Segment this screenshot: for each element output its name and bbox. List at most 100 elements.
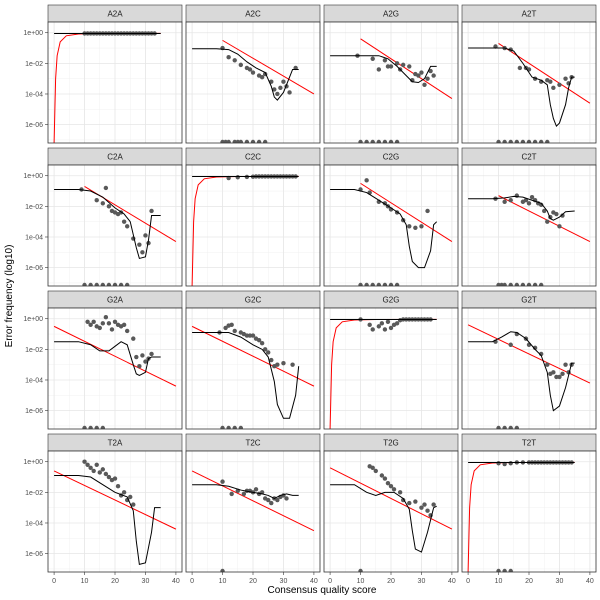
- observed-point: [241, 491, 247, 497]
- observed-point: [502, 199, 507, 204]
- observed-point: [425, 508, 430, 513]
- zero-count-point: [508, 282, 513, 286]
- zero-count-point: [220, 568, 225, 572]
- observed-point: [143, 359, 148, 364]
- expected-error-line: [360, 182, 453, 243]
- observed-point: [112, 476, 118, 481]
- observed-point: [134, 354, 139, 360]
- panel-data: [467, 460, 575, 572]
- expected-error-line: [222, 39, 315, 95]
- observed-point: [149, 351, 154, 357]
- facet-c2c: C2C: [185, 147, 321, 287]
- zero-count-point: [250, 139, 256, 143]
- observed-point: [275, 362, 280, 367]
- zero-count-point: [262, 139, 268, 143]
- observed-point: [232, 58, 237, 63]
- observed-point: [91, 319, 96, 324]
- expected-error-line: [329, 467, 453, 530]
- x-tick-label: 0: [466, 578, 470, 585]
- zero-count-point: [256, 139, 262, 143]
- zero-count-point: [82, 282, 87, 286]
- x-tick-label: 10: [357, 578, 365, 585]
- observed-point: [554, 211, 559, 217]
- observed-point: [413, 499, 418, 504]
- observed-point: [560, 371, 565, 377]
- observed-point: [269, 500, 274, 506]
- observed-point: [247, 333, 253, 338]
- observed-point: [281, 79, 286, 84]
- observed-point: [370, 465, 375, 471]
- observed-point: [382, 58, 388, 63]
- observed-point: [121, 490, 127, 495]
- observed-point: [542, 208, 547, 214]
- facet-strip-label: G2T: [521, 296, 537, 305]
- observed-point: [385, 319, 391, 324]
- zero-count-point: [376, 139, 382, 143]
- zero-count-point: [382, 282, 388, 286]
- panel-data: [53, 459, 177, 565]
- panel-data: [191, 174, 299, 286]
- observed-point: [278, 85, 283, 91]
- zero-count-point: [502, 139, 507, 143]
- panel-grid: [186, 451, 320, 572]
- panel-data: [468, 43, 591, 143]
- observed-point: [88, 322, 93, 328]
- x-tick-label: 20: [525, 578, 533, 585]
- observed-point: [94, 198, 99, 203]
- observed-point: [85, 319, 90, 324]
- zero-count-point: [508, 139, 513, 143]
- panel-border: [185, 307, 321, 430]
- zero-count-point: [238, 139, 244, 143]
- expected-error-line: [191, 325, 315, 387]
- observed-point: [419, 224, 424, 229]
- observed-point: [508, 461, 513, 466]
- zero-count-point: [364, 139, 369, 143]
- facet-c2a: C2A 1e+00 1e-02 1e-04 1e-06: [23, 147, 183, 287]
- fitted-error-line: [192, 332, 300, 419]
- x-tick-label: 40: [172, 578, 180, 585]
- observed-point: [220, 479, 225, 484]
- observed-point: [262, 347, 268, 352]
- zero-count-point: [508, 568, 513, 572]
- zero-count-point: [82, 425, 87, 429]
- observed-point: [523, 198, 529, 203]
- zero-count-point: [370, 282, 375, 286]
- observed-point: [272, 87, 277, 92]
- panel-grid: [48, 451, 182, 572]
- expected-error-line: [53, 470, 177, 530]
- facet-strip-label: G2G: [383, 296, 400, 305]
- zero-count-point: [112, 282, 118, 286]
- panel-data: [191, 322, 315, 429]
- panel-border: [461, 307, 597, 430]
- x-tick-label: 10: [219, 578, 227, 585]
- zero-count-point: [370, 139, 375, 143]
- panel-data: [53, 31, 161, 143]
- zero-count-point: [538, 282, 544, 286]
- panel-grid: [48, 308, 182, 429]
- observed-point: [554, 374, 559, 380]
- observed-point: [407, 64, 412, 69]
- x-tick-label: 40: [310, 578, 318, 585]
- y-axis-title: Error frequency (log10): [4, 245, 15, 348]
- observed-point: [373, 468, 378, 474]
- facet-g2c: G2C: [185, 290, 321, 430]
- zero-count-point: [226, 139, 231, 143]
- panel-data: [329, 317, 437, 429]
- observed-point: [106, 321, 112, 326]
- zero-count-point: [364, 282, 369, 286]
- zero-count-point: [394, 282, 400, 286]
- facet-strip-label: A2C: [245, 10, 261, 19]
- observed-point: [250, 333, 256, 338]
- observed-point: [364, 178, 369, 183]
- observed-point: [85, 462, 90, 467]
- facet-strip-label: G2A: [107, 296, 124, 305]
- observed-point: [137, 242, 142, 247]
- observed-point: [385, 64, 391, 69]
- observed-point: [367, 322, 372, 328]
- panel-data: [467, 324, 591, 429]
- facet-a2a: A2A 1e+00 1e-02 1e-04 1e-06: [23, 4, 183, 144]
- x-tick-label: 0: [190, 578, 194, 585]
- observed-point: [229, 322, 234, 328]
- observed-point: [140, 250, 145, 255]
- facet-strip-label: C2A: [107, 153, 123, 162]
